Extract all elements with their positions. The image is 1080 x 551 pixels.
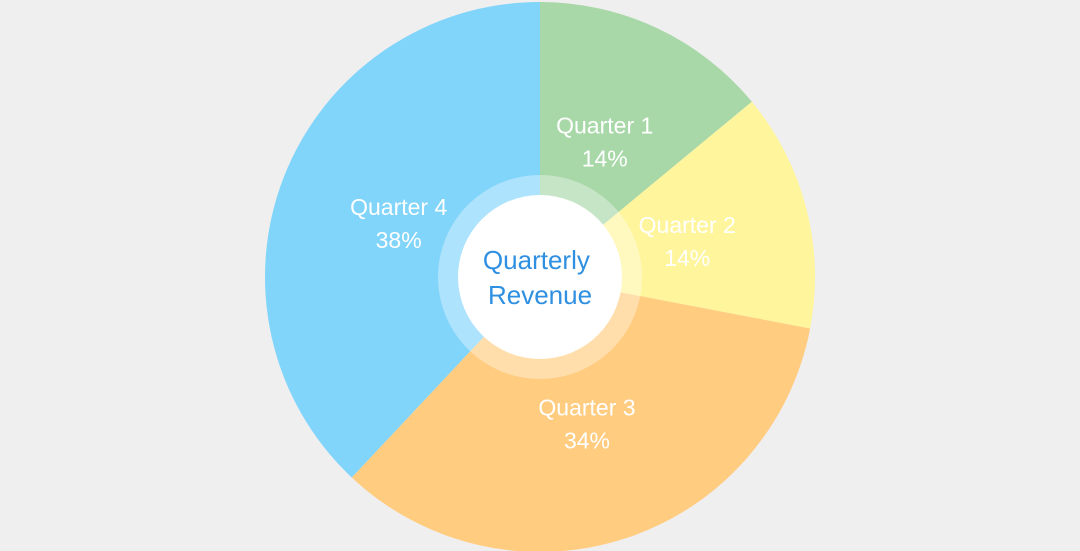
slice-quarter-4 — [265, 2, 540, 478]
slice-name-quarter-3: Quarter 3 — [538, 395, 635, 421]
slice-label-quarter-1: Quarter 1 14% — [556, 112, 653, 171]
slice-percent-quarter-3: 34% — [564, 428, 610, 454]
slice-name-quarter-4: Quarter 4 — [350, 194, 447, 220]
slice-percent-quarter-1: 14% — [582, 145, 628, 171]
slice-percent-quarter-2: 14% — [664, 245, 710, 271]
center-title: Quarterly Revenue — [483, 245, 597, 310]
center-hole — [458, 195, 622, 359]
slice-percent-quarter-4: 38% — [376, 227, 422, 253]
slice-name-quarter-2: Quarter 2 — [639, 212, 736, 238]
slice-quarter-1 — [540, 2, 752, 277]
slice-label-quarter-3: Quarter 3 34% — [538, 395, 635, 454]
labels-group: Quarter 1 14%Quarter 2 14%Quarter 3 34%Quar… — [350, 112, 736, 453]
slice-label-quarter-4: Quarter 4 38% — [350, 194, 447, 253]
slice-name-quarter-1: Quarter 1 — [556, 112, 653, 138]
center-title-line-2: Revenue — [488, 280, 592, 310]
center-title-line-1: Quarterly — [483, 245, 590, 275]
slice-label-quarter-2: Quarter 2 14% — [639, 212, 736, 271]
slice-quarter-3 — [351, 277, 811, 551]
